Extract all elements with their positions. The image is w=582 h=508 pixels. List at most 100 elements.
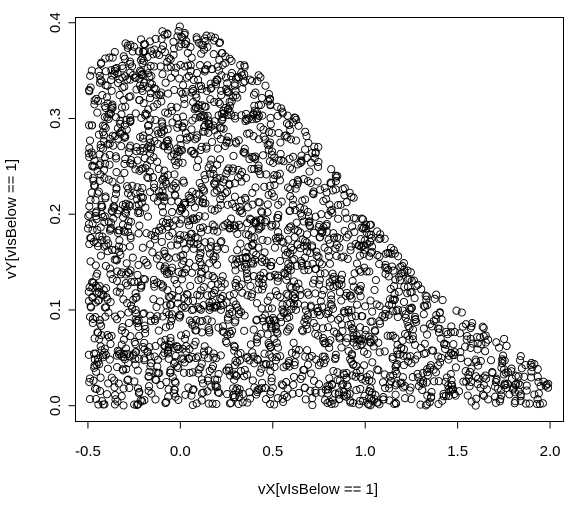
data-point: [333, 376, 342, 385]
data-point: [203, 376, 212, 385]
data-point: [417, 285, 426, 294]
data-point: [371, 276, 380, 285]
data-point: [343, 254, 352, 263]
data-point: [497, 363, 506, 372]
data-point: [164, 292, 173, 301]
data-point: [302, 230, 312, 239]
data-point: [105, 160, 114, 169]
data-point: [286, 266, 295, 275]
data-point: [180, 231, 189, 240]
data-point: [285, 312, 294, 322]
data-point: [167, 314, 176, 323]
data-point: [253, 77, 262, 86]
data-point: [139, 81, 148, 91]
data-point: [84, 212, 93, 221]
data-point: [87, 148, 96, 157]
data-point: [484, 335, 493, 344]
data-point: [303, 346, 312, 355]
data-point: [221, 73, 231, 82]
data-point: [317, 290, 327, 299]
data-point: [391, 362, 400, 371]
data-point: [366, 338, 375, 347]
data-point: [100, 153, 109, 162]
data-point: [213, 131, 222, 140]
data-point: [298, 327, 308, 336]
data-point: [212, 354, 221, 363]
y-axis-ticks: 0.0 0.1 0.2 0.3 0.4: [47, 12, 76, 416]
data-point: [355, 265, 364, 274]
data-point: [115, 247, 124, 256]
data-point: [383, 331, 392, 340]
data-point: [129, 42, 139, 51]
data-point: [102, 390, 112, 399]
data-point: [159, 192, 168, 201]
data-point: [169, 359, 179, 368]
data-point: [286, 298, 295, 308]
data-point: [114, 226, 123, 235]
data-point: [137, 69, 147, 79]
data-point: [203, 111, 212, 120]
data-point: [296, 291, 305, 300]
data-point: [137, 35, 146, 44]
data-point: [156, 380, 165, 390]
data-point: [190, 262, 200, 271]
data-point: [194, 365, 203, 374]
data-point: [249, 132, 258, 141]
data-point: [189, 385, 198, 394]
x-tick-label: 1.0: [355, 443, 376, 460]
data-point: [197, 182, 206, 192]
data-point: [93, 108, 102, 117]
data-point: [119, 401, 128, 410]
data-point: [177, 331, 186, 340]
data-point: [222, 136, 231, 145]
data-point: [133, 384, 143, 393]
data-point: [330, 355, 340, 364]
data-point: [103, 113, 112, 122]
data-point: [229, 93, 238, 102]
data-point: [111, 189, 121, 199]
data-point: [202, 31, 211, 40]
data-point: [361, 302, 370, 311]
data-point: [167, 241, 176, 250]
data-point: [233, 258, 242, 267]
data-point: [403, 282, 412, 291]
data-point: [327, 301, 336, 310]
data-point: [384, 310, 393, 319]
data-point: [133, 183, 142, 192]
data-point: [133, 366, 142, 375]
data-point: [138, 193, 147, 202]
data-point: [284, 183, 293, 192]
data-point: [265, 140, 274, 149]
data-point: [298, 196, 307, 205]
data-point: [172, 63, 181, 72]
data-point: [349, 325, 358, 334]
data-point: [207, 317, 216, 326]
data-point: [375, 301, 384, 311]
data-point: [89, 176, 98, 185]
data-point: [227, 97, 236, 106]
data-point: [218, 272, 227, 281]
data-point: [94, 295, 104, 305]
data-point: [162, 397, 171, 406]
data-point: [309, 190, 318, 199]
data-point: [88, 121, 97, 130]
data-point: [281, 251, 290, 260]
data-point: [150, 62, 159, 71]
data-point: [208, 220, 217, 229]
data-point: [121, 154, 130, 164]
data-point: [370, 326, 379, 335]
data-point: [161, 78, 170, 87]
data-point: [212, 399, 221, 409]
data-point: [389, 371, 398, 380]
data-point: [126, 266, 135, 275]
data-point: [346, 291, 355, 300]
data-point: [228, 326, 237, 335]
data-point: [229, 151, 238, 160]
data-point: [106, 297, 115, 307]
data-point: [175, 235, 184, 244]
data-point: [205, 259, 214, 268]
data-point: [375, 348, 384, 357]
data-point: [257, 364, 266, 373]
data-point: [221, 244, 230, 254]
